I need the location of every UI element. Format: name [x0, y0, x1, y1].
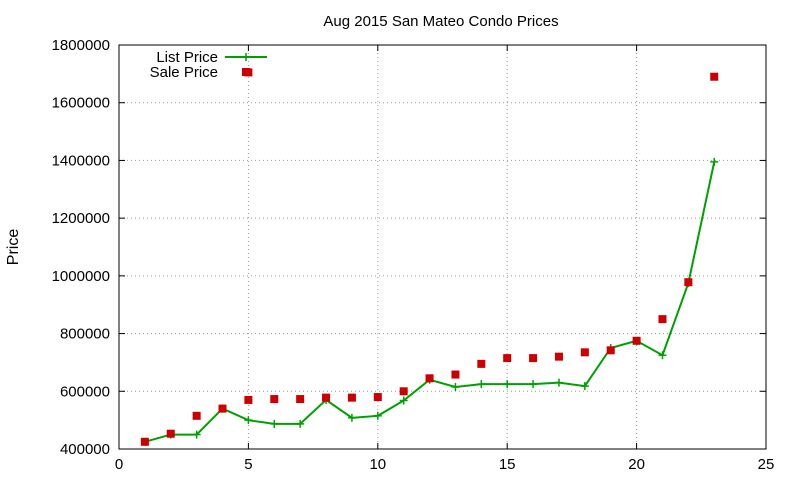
sale-price-point [322, 393, 331, 402]
list-price-point [270, 419, 279, 428]
sale-price-point [554, 352, 563, 361]
legend-marker-list-price [242, 53, 250, 61]
list-price-point [477, 380, 486, 389]
sale-price-point [347, 393, 356, 402]
plot-border [118, 44, 767, 450]
list-price-line [144, 161, 716, 443]
list-price-point [399, 396, 408, 405]
y-tick-label: 1000000 [52, 268, 110, 285]
sale-price-point [296, 395, 305, 404]
sale-price-point [580, 348, 589, 357]
y-tick-label: 600000 [60, 383, 110, 400]
axes [118, 44, 767, 450]
y-tick-label: 1400000 [52, 152, 110, 169]
sale-price-point [632, 336, 641, 345]
sale-price-point [606, 346, 615, 355]
legend-label-sale-price: Sale Price [150, 64, 218, 81]
sale-price-point [244, 395, 253, 404]
sale-price-point [373, 393, 382, 402]
sale-price-point [684, 278, 693, 287]
sale-price-point [399, 387, 408, 396]
sale-price-point [503, 354, 512, 363]
list-price-point [554, 378, 563, 387]
grid [119, 45, 766, 449]
y-axis-label: Price [5, 229, 22, 266]
y-tick-label: 400000 [60, 441, 110, 458]
y-tick-label: 1800000 [52, 37, 110, 54]
sale-price-point [140, 437, 149, 446]
series-layer [140, 68, 719, 446]
list-price-point [451, 382, 460, 391]
legend-swatch-sale-price [242, 68, 250, 76]
list-price-point [244, 416, 253, 425]
x-tick-label: 5 [244, 456, 252, 473]
sale-price-point [425, 374, 434, 383]
legend: List Price Sale Price [150, 49, 267, 81]
sale-price-point [218, 404, 227, 413]
y-tick-label: 800000 [60, 326, 110, 343]
sale-price-point [710, 72, 719, 81]
sale-price-point [451, 370, 460, 379]
list-price-point [192, 430, 201, 439]
list-price-point [658, 351, 667, 360]
chart-title: Aug 2015 San Mateo Condo Prices [323, 13, 558, 30]
sale-price-point [477, 359, 486, 368]
list-price-point [710, 157, 719, 166]
list-price-point [580, 382, 589, 391]
list-price-point [296, 419, 305, 428]
list-price-point [529, 380, 538, 389]
x-tick-label: 10 [369, 456, 386, 473]
list-price-point [373, 411, 382, 420]
list-price-point [347, 413, 356, 422]
x-tick-label: 25 [758, 456, 775, 473]
sale-price-point [529, 354, 538, 363]
sale-price-point [270, 395, 279, 404]
y-tick-label: 1200000 [52, 210, 110, 227]
x-tick-label: 20 [628, 456, 645, 473]
list-price-point [503, 380, 512, 389]
sale-price-point [166, 429, 175, 438]
x-tick-label: 15 [499, 456, 516, 473]
legend-label-list-price: List Price [156, 49, 218, 66]
sale-price-point [658, 315, 667, 324]
sale-price-point [192, 411, 201, 420]
tick-labels: 0 5 10 15 20 25 400000 600000 800000 1000000 12000… [52, 37, 775, 473]
y-tick-label: 1600000 [52, 95, 110, 112]
x-tick-label: 0 [115, 456, 123, 473]
